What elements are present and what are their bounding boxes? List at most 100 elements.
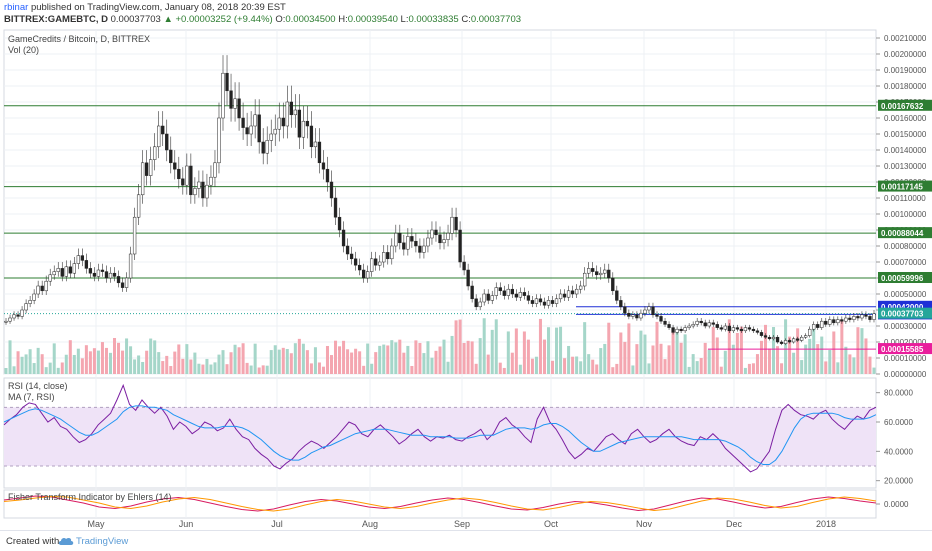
candle-body <box>771 336 776 340</box>
candle-body <box>72 263 76 274</box>
chart-header: rbinar published on TradingView.com, Jan… <box>0 0 932 28</box>
candle-body <box>293 109 297 116</box>
x-tick-label: Nov <box>636 519 653 529</box>
candle-body <box>442 239 446 244</box>
volume-bar <box>281 347 285 374</box>
volume-bar <box>20 356 24 374</box>
volume-bar <box>442 339 446 374</box>
volume-bar <box>772 327 776 374</box>
fisher-indicator-label: Fisher Transform Indicator by Ehlers (14… <box>8 492 172 502</box>
y-tick-label: 0.00200000 <box>884 50 927 59</box>
y-tick-label: 0.00080000 <box>884 242 927 251</box>
volume-bar <box>338 346 342 374</box>
candle-body <box>189 165 193 196</box>
candle-body <box>631 314 635 317</box>
volume-bar <box>490 329 494 374</box>
candle-body <box>860 314 864 319</box>
time-axis[interactable]: May Jun Jul Aug Sep Oct Nov Dec 2018 <box>87 519 836 529</box>
level-tag-label: 0.00088044 <box>881 229 924 238</box>
volume-bar <box>56 367 60 374</box>
candle-body <box>161 125 165 135</box>
volume-bar <box>514 328 518 374</box>
candle-body <box>554 298 559 304</box>
y-tick-label: 0.00130000 <box>884 162 927 171</box>
fisher-tick-label: 0.0000 <box>884 500 909 509</box>
candle-body <box>502 290 506 296</box>
rsi-tick-label: 80.0000 <box>884 389 913 398</box>
candle-body <box>20 309 24 317</box>
x-tick-label: Sep <box>454 519 470 529</box>
volume-bar <box>647 363 651 374</box>
candle-body <box>249 125 253 135</box>
candle-body <box>872 313 876 320</box>
volume-bar <box>587 354 591 374</box>
candle-body <box>639 312 643 319</box>
volume-bar <box>747 363 751 374</box>
volume-bar <box>221 350 225 374</box>
volume-bar <box>88 351 92 374</box>
candle-body <box>482 293 486 303</box>
candle-body <box>438 234 442 244</box>
candle-body <box>490 295 494 301</box>
volume-bar <box>173 351 177 374</box>
volume-bar <box>289 353 293 374</box>
candle-body <box>510 288 514 295</box>
x-tick-label: Oct <box>544 519 559 529</box>
candle-body <box>80 255 85 261</box>
candle-body <box>578 285 583 290</box>
volume-bar <box>52 343 56 374</box>
volume-bar <box>836 362 840 374</box>
candle-body <box>76 255 80 264</box>
candle-body <box>68 266 72 274</box>
volume-bar <box>133 359 137 374</box>
volume-bar <box>193 352 197 374</box>
rsi-tick-label: 20.0000 <box>884 477 913 486</box>
chart-canvas[interactable]: 0.00210000 0.00200000 0.00190000 0.00180000… <box>0 0 932 530</box>
volume-bar <box>579 361 583 374</box>
candle-body <box>177 168 181 180</box>
candle-body <box>550 300 555 304</box>
candle-body <box>426 237 430 247</box>
candle-body <box>410 236 414 242</box>
rsi-pane <box>3 383 877 473</box>
candle-body <box>446 232 450 240</box>
volume-bar <box>567 345 571 374</box>
tradingview-brand[interactable]: TradingView <box>76 536 129 547</box>
published-text: published on TradingView.com, January 08… <box>30 2 286 13</box>
volume-bar <box>8 340 12 374</box>
candle-body <box>828 319 832 325</box>
candle-body <box>679 328 683 332</box>
volume-bar <box>189 359 193 374</box>
price-axis[interactable]: 0.00210000 0.00200000 0.00190000 0.00180000… <box>876 34 932 509</box>
volume-bar <box>129 346 133 374</box>
candle-body <box>261 141 265 154</box>
y-tick-label: 0.00180000 <box>884 82 927 91</box>
volume-bar <box>679 342 683 374</box>
candle-body <box>406 236 410 250</box>
candle-body <box>727 325 731 332</box>
candle-body <box>812 324 816 330</box>
volume-bar <box>261 365 265 374</box>
volume-bar <box>76 348 80 374</box>
candle-body <box>791 338 796 343</box>
volume-bar <box>727 319 731 374</box>
y-tick-label: 0.00110000 <box>884 194 926 203</box>
volume-bar <box>719 366 723 374</box>
candle-body <box>32 293 36 301</box>
candle-body <box>703 322 707 327</box>
candle-body <box>558 293 563 300</box>
candle-body <box>205 184 209 199</box>
y-tick-label: 0.00210000 <box>884 34 927 43</box>
volume-bar <box>526 339 530 374</box>
candle-body <box>64 266 68 277</box>
volume-bar <box>96 350 100 374</box>
candle-body <box>534 298 539 304</box>
author-link[interactable]: rbinar <box>4 2 29 13</box>
candle-body <box>349 253 354 260</box>
volume-bar <box>394 342 398 374</box>
candle-body <box>526 295 531 301</box>
volume-bar <box>571 356 575 374</box>
volume-bar <box>868 356 872 374</box>
candle-body <box>245 127 249 135</box>
candle-body <box>570 290 575 295</box>
